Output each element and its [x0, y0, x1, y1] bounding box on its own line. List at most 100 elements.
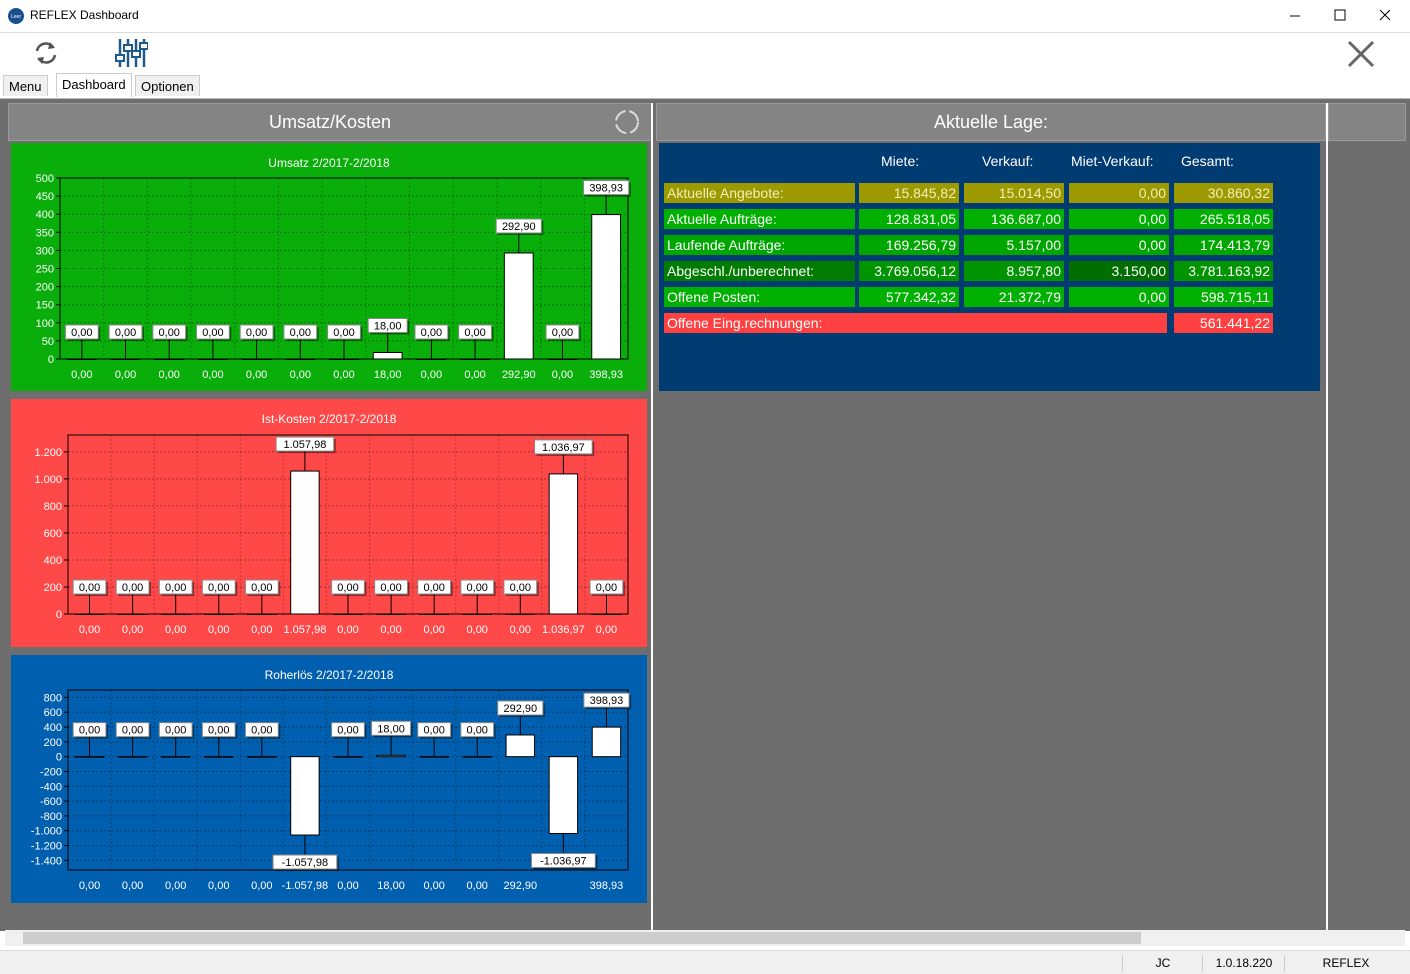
bar [74, 613, 105, 615]
row-label: Offene Posten: [664, 287, 855, 307]
y-tick-label: -600 [40, 796, 62, 808]
maximize-button[interactable] [1334, 9, 1346, 21]
x-tick-label: 0,00 [423, 624, 444, 636]
x-tick-label: 0,00 [246, 369, 267, 381]
bar [462, 613, 492, 615]
cell-value: 15.014,50 [964, 183, 1064, 203]
app-logo: Leer [8, 8, 24, 24]
bar [460, 358, 490, 360]
value-label: 0,00 [337, 725, 358, 737]
value-label: 0,00 [552, 327, 573, 339]
separator [1326, 103, 1328, 930]
value-label: 292,90 [502, 221, 536, 233]
row-label: Laufende Aufträge: [664, 235, 855, 255]
status-field: JC [1122, 955, 1203, 972]
y-tick-label: 1.200 [34, 447, 62, 459]
x-tick-label: 0,00 [510, 624, 531, 636]
bar [117, 756, 148, 758]
x-tick-label: 0,00 [337, 624, 358, 636]
column-header: Miete: [881, 153, 920, 169]
value-label: 0,00 [122, 582, 143, 594]
bar [416, 358, 447, 360]
chart-background [11, 143, 647, 391]
scroll-thumb[interactable] [23, 932, 1141, 944]
label-box [458, 324, 492, 340]
x-tick-label: 0,00 [251, 880, 272, 892]
value-label: 0,00 [380, 582, 401, 594]
separator [651, 103, 653, 930]
y-tick-label: 50 [42, 336, 54, 348]
label-box [158, 722, 193, 738]
x-tick-label: 0,00 [79, 880, 100, 892]
cell-value: 8.957,80 [964, 261, 1064, 281]
value-label: 0,00 [464, 327, 485, 339]
bar [198, 358, 228, 360]
y-tick-label: 100 [36, 318, 54, 330]
cell-value: 577.342,32 [859, 287, 959, 307]
close-button[interactable] [1379, 9, 1391, 21]
x-tick-label: -1.057,98 [282, 880, 328, 892]
refresh-icon[interactable] [32, 39, 60, 67]
y-tick-label: 800 [44, 501, 62, 513]
label-box [115, 579, 150, 595]
tab[interactable]: Optionen [135, 75, 200, 96]
x-tick-label: 0,00 [380, 624, 401, 636]
column-header: Gesamt: [1181, 153, 1234, 169]
label-box [331, 722, 365, 738]
x-tick-label: 0,00 [290, 369, 311, 381]
value-label: 0,00 [165, 725, 186, 737]
label-box [331, 579, 365, 595]
logo-text: Leer [11, 14, 21, 20]
scrollbar[interactable] [5, 930, 1405, 946]
bar [591, 613, 622, 615]
label-box [244, 722, 279, 738]
y-tick-label: -1.000 [31, 826, 62, 838]
panel-refresh[interactable] [612, 107, 642, 137]
value-label: 0,00 [79, 725, 100, 737]
bar [547, 358, 578, 360]
y-tick-label: -1.200 [31, 841, 62, 853]
label-box [583, 180, 630, 196]
cell-value: 0,00 [1069, 235, 1169, 255]
chart: Roherlös 2/2017-2/2018 800 600 400 200 0 -200 -… [11, 655, 647, 903]
label-box [495, 218, 542, 234]
x-tick-label: 0,00 [333, 369, 354, 381]
label-box [460, 579, 495, 595]
settings-icon[interactable] [114, 37, 148, 69]
bar [419, 756, 449, 758]
status-table: Miete: Verkauf: Miet-Verkauf: Gesamt: Aktuel… [659, 143, 1320, 391]
value-label: 18,00 [374, 320, 402, 332]
tab-active[interactable]: Dashboard [56, 73, 132, 97]
value-label: 0,00 [246, 327, 267, 339]
label-box [374, 579, 408, 595]
exit-icon[interactable] [1346, 39, 1376, 69]
x-tick-label: 0,00 [251, 624, 272, 636]
x-tick-label: 398,93 [589, 369, 623, 381]
value-label: 0,00 [467, 582, 488, 594]
value-label: 0,00 [208, 582, 229, 594]
bar [160, 756, 191, 758]
bar [329, 358, 359, 360]
value-label: 0,00 [510, 582, 531, 594]
value-label: 0,00 [251, 582, 272, 594]
panel-header: Umsatz/Kosten [8, 103, 652, 141]
label-box [503, 579, 538, 595]
tab[interactable]: Menu [3, 75, 48, 96]
label-box [239, 324, 274, 340]
y-tick-label: -1.400 [31, 855, 62, 867]
y-tick-label: 600 [44, 528, 62, 540]
cell-value: 561.441,22 [1174, 313, 1273, 333]
window-controls [1290, 9, 1391, 21]
y-tick-label: -200 [40, 766, 62, 778]
cell-value: 3.150,00 [1069, 261, 1169, 281]
x-tick-label: 0,00 [71, 369, 92, 381]
x-tick-label: 0,00 [159, 369, 180, 381]
label-box [534, 439, 593, 455]
bar [204, 613, 234, 615]
row-label: Aktuelle Aufträge: [664, 209, 855, 229]
value-label: 0,00 [122, 725, 143, 737]
label-box [283, 324, 318, 340]
x-tick-label: 0,00 [464, 369, 485, 381]
y-tick-label: 400 [44, 555, 62, 567]
chart: Umsatz 2/2017-2/2018 0 50 100 150 200 250 300 35… [11, 143, 647, 391]
